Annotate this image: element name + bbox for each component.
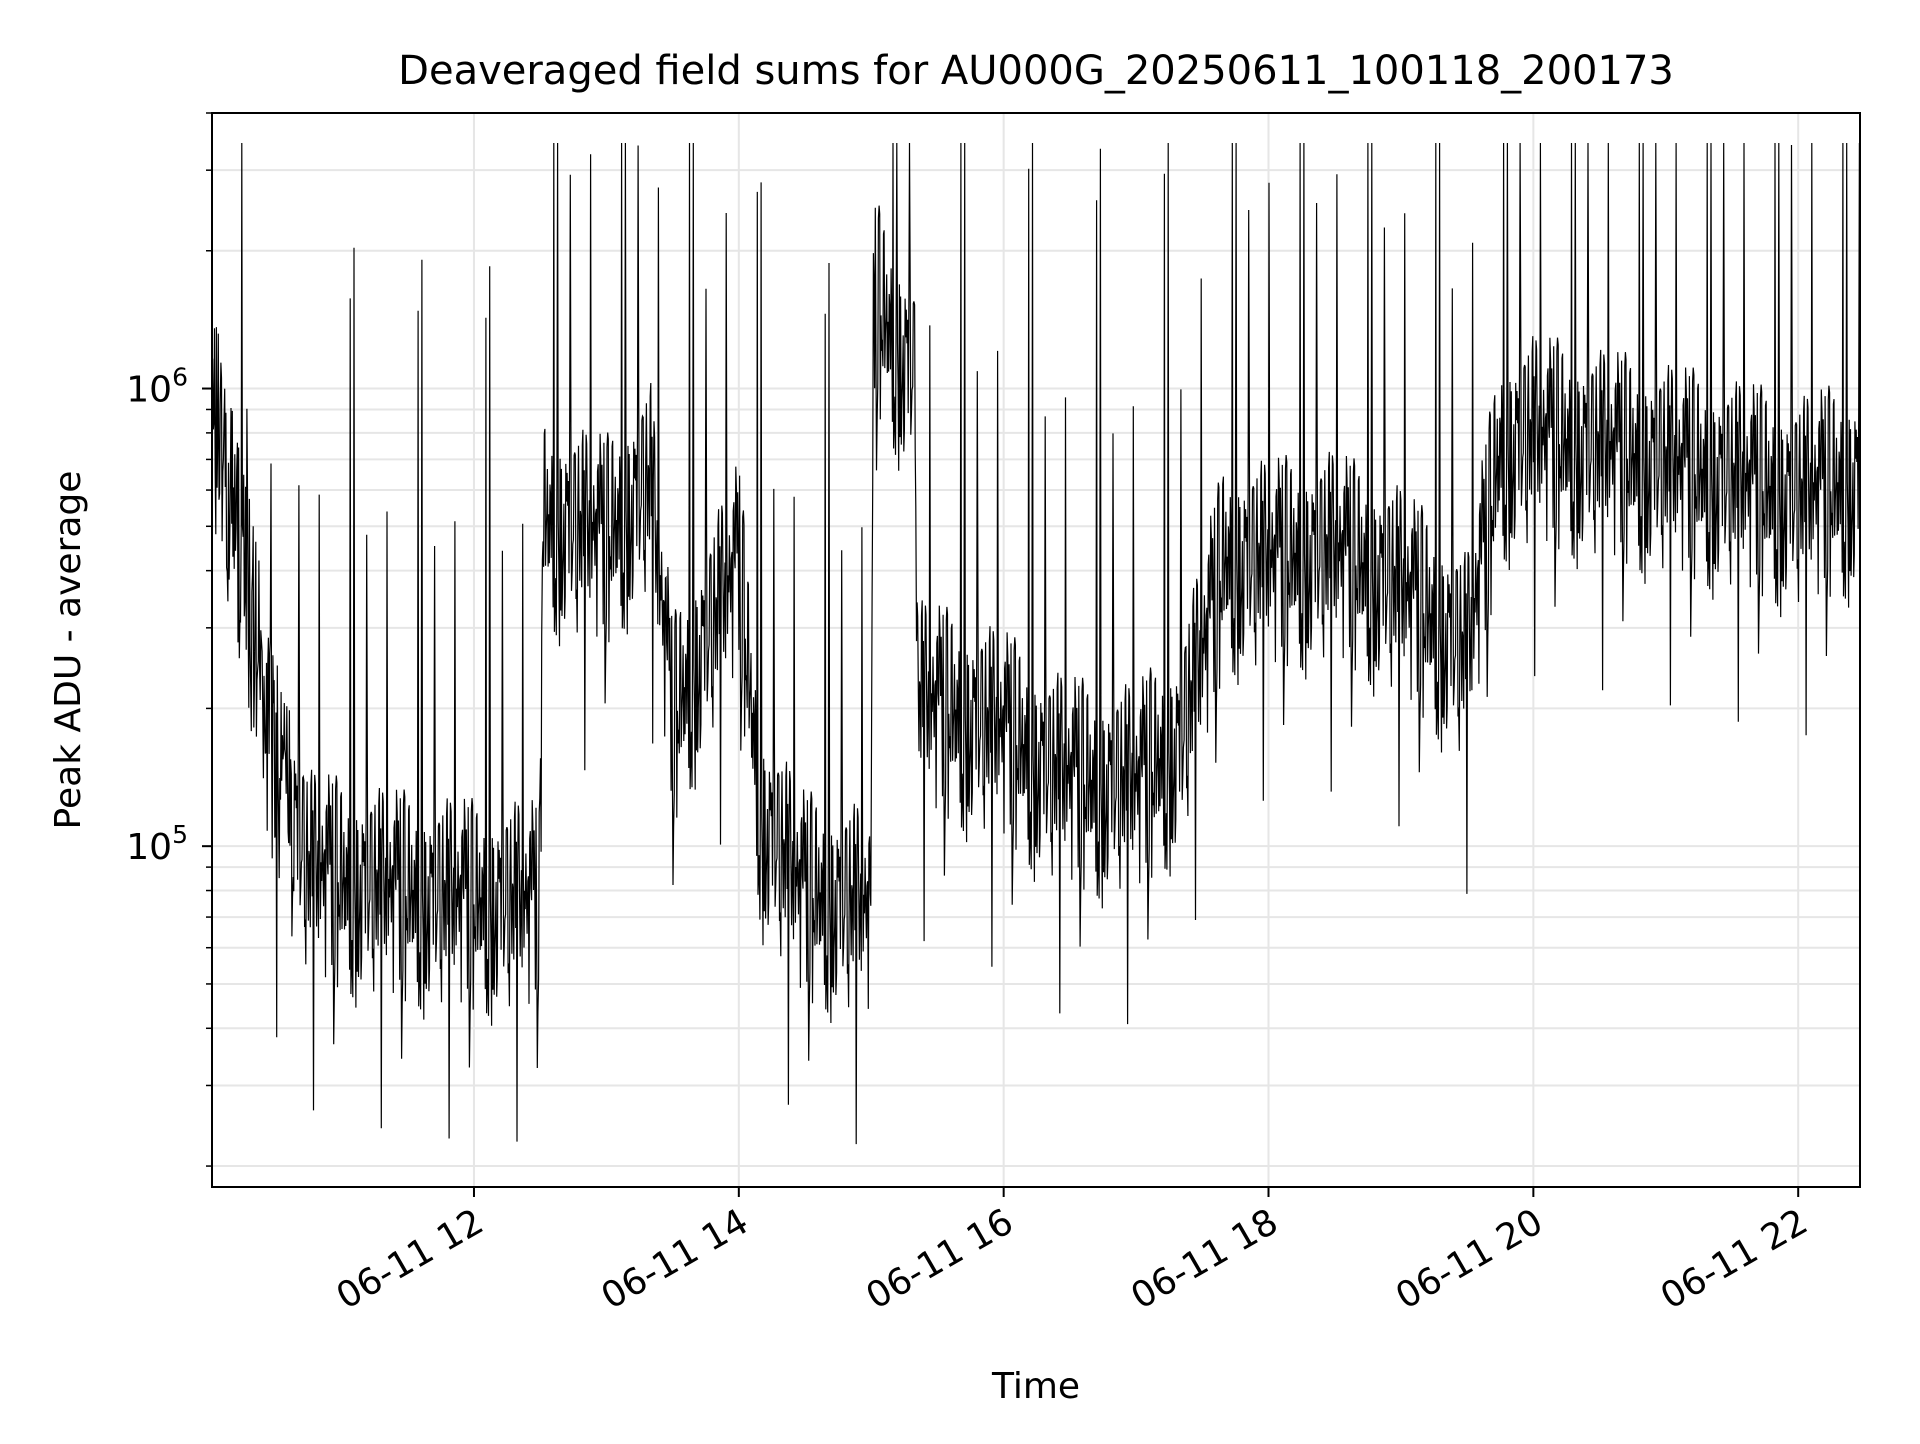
y-tick-label: 105 (126, 820, 188, 868)
y-tick-label: 106 (126, 363, 188, 411)
plot-frame (211, 112, 1861, 1188)
x-axis-label: Time (991, 1366, 1080, 1407)
y-axis-label: Peak ADU - average (48, 471, 89, 830)
series-line (211, 142, 1861, 1145)
series-layer (211, 142, 1861, 1145)
chart-title: Deaveraged field sums for AU000G_2025061… (398, 48, 1674, 94)
